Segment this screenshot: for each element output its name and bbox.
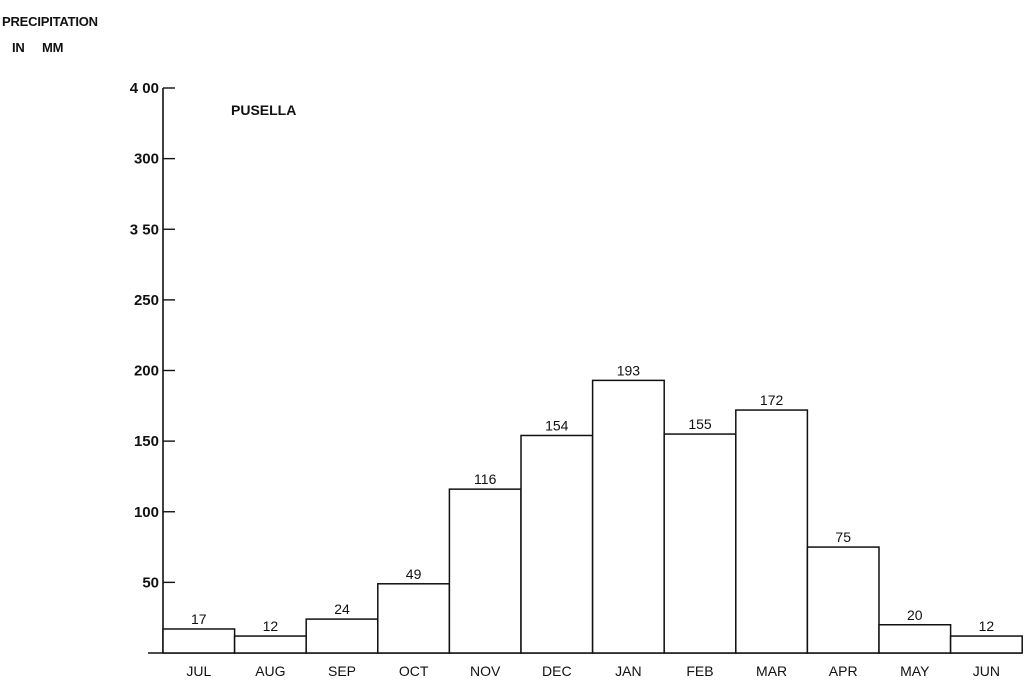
y-tick-label-300: 3 50 xyxy=(130,221,159,238)
bar-nov xyxy=(448,488,522,654)
value-label-sep: 24 xyxy=(334,601,350,617)
bar-jul xyxy=(162,628,236,654)
y-tick-label-50: 50 xyxy=(142,574,159,591)
value-label-may: 20 xyxy=(907,607,923,623)
category-label-jul: JUL xyxy=(186,663,211,679)
y-axis-title-line1: PRECIPITATION xyxy=(2,14,98,29)
category-label-jun: JUN xyxy=(973,663,1000,679)
bar-dec xyxy=(520,434,594,654)
y-tick-label-100: 100 xyxy=(134,504,159,521)
category-label-oct: OCT xyxy=(399,663,429,679)
category-label-may: MAY xyxy=(900,663,930,679)
value-label-dec: 154 xyxy=(545,417,569,433)
y-axis-title: PRECIPITATION IN MM xyxy=(2,14,98,55)
category-label-feb: FEB xyxy=(686,663,713,679)
value-label-feb: 155 xyxy=(688,416,712,432)
category-label-mar: MAR xyxy=(756,663,787,679)
bar-apr xyxy=(806,546,880,654)
category-label-dec: DEC xyxy=(542,663,572,679)
category-label-sep: SEP xyxy=(328,663,356,679)
category-label-nov: NOV xyxy=(470,663,501,679)
value-label-jun: 12 xyxy=(979,618,995,634)
value-label-mar: 172 xyxy=(760,392,784,408)
bar-sep xyxy=(305,618,379,654)
value-label-jul: 17 xyxy=(191,611,207,627)
chart-title: PUSELLA xyxy=(231,102,296,118)
bar-jun xyxy=(949,635,1023,654)
value-label-apr: 75 xyxy=(835,529,851,545)
value-label-jan: 193 xyxy=(617,362,641,378)
y-tick-label-350: 300 xyxy=(134,151,159,168)
category-label-jan: JAN xyxy=(615,663,641,679)
y-tick-label-200: 200 xyxy=(134,363,159,380)
bar-jan xyxy=(591,379,665,654)
y-tick-label-150: 150 xyxy=(134,433,159,450)
bar-may xyxy=(878,624,952,654)
y-tick-label-400: 4 00 xyxy=(130,80,159,97)
value-label-oct: 49 xyxy=(406,566,422,582)
bar-oct xyxy=(377,583,451,654)
value-label-aug: 12 xyxy=(263,618,279,634)
category-label-aug: AUG xyxy=(255,663,285,679)
y-tick-label-250: 250 xyxy=(134,292,159,309)
y-axis-title-line2: IN MM xyxy=(12,40,64,55)
bar-aug xyxy=(233,635,307,654)
category-label-apr: APR xyxy=(829,663,858,679)
bar-mar xyxy=(735,409,809,654)
bar-feb xyxy=(663,433,737,654)
value-label-nov: 116 xyxy=(474,471,497,487)
